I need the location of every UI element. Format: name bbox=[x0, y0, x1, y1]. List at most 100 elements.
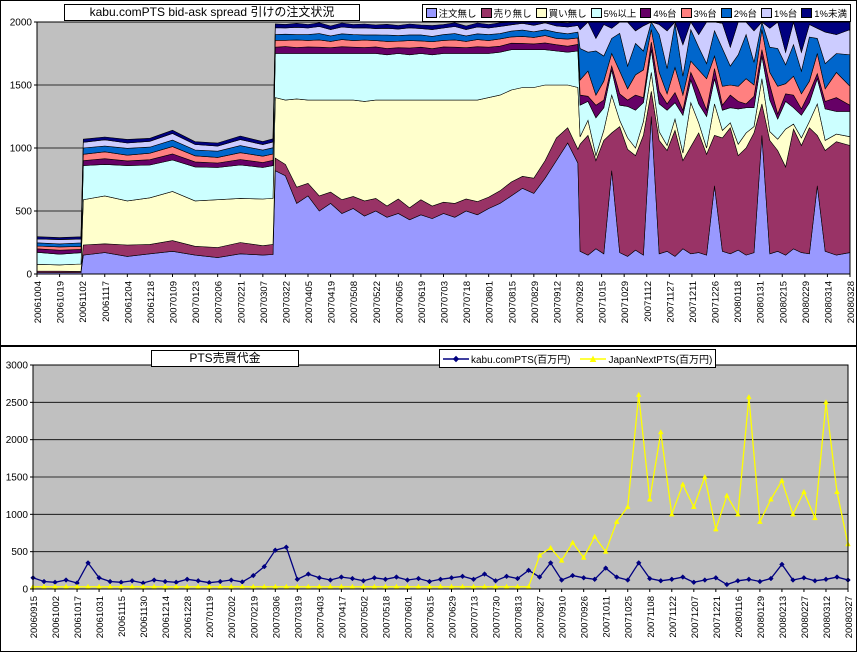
y-tick-label: 1500 bbox=[10, 81, 33, 92]
legend-label: 3%台 bbox=[693, 9, 717, 20]
x-tick-label: 20060915 bbox=[29, 596, 40, 638]
x-tick-label: 20071011 bbox=[602, 596, 613, 638]
x-tick-label: 20071221 bbox=[712, 596, 723, 638]
legend-swatch-icon bbox=[535, 8, 547, 18]
legend-label: 1%未満 bbox=[814, 9, 847, 20]
x-tick-label: 20061102 bbox=[78, 281, 89, 323]
legend-item-5: 3%台 bbox=[680, 6, 717, 20]
x-tick-label: 20071226 bbox=[711, 281, 722, 323]
x-tick-label: 20070123 bbox=[191, 281, 202, 323]
x-tick-label: 20061004 bbox=[33, 281, 44, 323]
x-tick-label: 20070508 bbox=[349, 281, 360, 323]
legend-swatch-icon bbox=[720, 8, 732, 18]
bottom-chart: 20060915 20061002 20061017 20061031 20061115… bbox=[0, 346, 857, 652]
y-tick-label: 500 bbox=[15, 207, 32, 218]
x-tick-label: 20070109 bbox=[169, 281, 180, 323]
legend-item-6: 2%台 bbox=[720, 6, 758, 20]
x-tick-label: 20080327 bbox=[844, 596, 854, 638]
x-tick-label: 20071207 bbox=[690, 596, 701, 638]
x-tick-label: 20071127 bbox=[665, 281, 676, 323]
x-tick-label: 20080328 bbox=[846, 281, 854, 323]
bottom-chart-title: PTS売買代金 bbox=[151, 350, 299, 367]
x-tick-label: 20080229 bbox=[801, 281, 812, 323]
legend-swatch-icon bbox=[680, 8, 692, 18]
x-tick-label: 20070605 bbox=[394, 281, 405, 323]
x-tick-label: 20070815 bbox=[507, 281, 518, 323]
x-tick-label: 20071211 bbox=[688, 281, 699, 323]
legend-label: 売り無し bbox=[493, 9, 532, 20]
x-tick-label: 20070829 bbox=[530, 281, 541, 323]
x-tick-label: 20070319 bbox=[293, 596, 304, 638]
x-tick-label: 20080129 bbox=[756, 596, 767, 638]
legend-label: kabu.comPTS(百万円) bbox=[471, 355, 571, 366]
y-tick-label: 0 bbox=[22, 585, 28, 596]
x-tick-label: 20070403 bbox=[315, 596, 326, 638]
legend-label: 注文無し bbox=[438, 9, 477, 20]
x-tick-label: 20070206 bbox=[214, 281, 225, 323]
x-tick-label: 20071122 bbox=[668, 596, 679, 638]
x-tick-label: 20080213 bbox=[778, 596, 789, 638]
x-tick-label: 20080227 bbox=[800, 596, 811, 638]
y-tick-label: 2500 bbox=[6, 398, 29, 409]
legend-label: 2%台 bbox=[733, 9, 758, 20]
x-tick-label: 20080215 bbox=[778, 281, 789, 323]
x-tick-label: 20071025 bbox=[624, 596, 635, 638]
x-tick-label: 20070221 bbox=[236, 281, 247, 323]
x-tick-label: 20080116 bbox=[734, 596, 745, 638]
legend-item-0: kabu.comPTS(百万円) bbox=[443, 351, 570, 366]
x-tick-label: 20070202 bbox=[227, 596, 238, 638]
legend-label: 1%台 bbox=[774, 9, 798, 20]
legend-line-marker-icon bbox=[443, 355, 469, 362]
x-tick-label: 20070629 bbox=[448, 596, 459, 638]
legend-label: 4%台 bbox=[653, 9, 677, 20]
x-tick-label: 20070502 bbox=[359, 596, 370, 638]
x-tick-label: 20080312 bbox=[822, 596, 833, 638]
x-tick-label: 20070827 bbox=[536, 596, 547, 638]
legend-label: JapanNextPTS(百万円) bbox=[608, 355, 713, 366]
legend-label: 買い無し bbox=[548, 9, 587, 20]
x-tick-label: 20061117 bbox=[101, 281, 112, 322]
x-tick-label: 20070713 bbox=[470, 596, 481, 638]
legend-item-0: 注文無し bbox=[425, 6, 477, 20]
x-tick-label: 20071015 bbox=[598, 281, 609, 323]
legend-swatch-icon bbox=[590, 8, 602, 18]
x-tick-label: 20061031 bbox=[95, 596, 106, 638]
top-chart: 20061004 20061019 20061102 20061117 20061204… bbox=[0, 0, 857, 346]
x-tick-label: 20070518 bbox=[381, 596, 392, 638]
x-tick-label: 20061017 bbox=[73, 596, 84, 638]
x-tick-label: 20070522 bbox=[372, 281, 383, 323]
x-tick-label: 20061130 bbox=[139, 596, 150, 638]
legend-item-3: 5%以上 bbox=[590, 6, 637, 20]
legend-item-4: 4%台 bbox=[640, 6, 677, 20]
x-tick-label: 20070910 bbox=[558, 596, 569, 638]
y-tick-label: 0 bbox=[26, 270, 32, 281]
x-tick-label: 20070912 bbox=[552, 281, 563, 323]
x-tick-label: 20070619 bbox=[417, 281, 428, 323]
x-tick-label: 20070417 bbox=[337, 596, 348, 638]
x-tick-label: 20080131 bbox=[756, 281, 767, 323]
legend-item-7: 1%台 bbox=[761, 6, 797, 20]
x-tick-label: 20070926 bbox=[580, 596, 591, 638]
x-tick-label: 20080118 bbox=[733, 281, 744, 323]
top-chart-plot: 20061004 20061019 20061102 20061117 20061204… bbox=[10, 18, 854, 324]
x-tick-label: 20071108 bbox=[646, 596, 657, 638]
x-tick-label: 20070801 bbox=[485, 281, 496, 323]
y-tick-label: 1500 bbox=[6, 473, 29, 484]
legend-swatch-icon bbox=[801, 8, 813, 18]
x-tick-label: 20070601 bbox=[403, 596, 414, 638]
y-tick-label: 500 bbox=[11, 547, 28, 558]
x-tick-label: 20070307 bbox=[259, 281, 270, 323]
legend-label: 5%以上 bbox=[603, 9, 637, 20]
x-tick-label: 20071029 bbox=[620, 281, 631, 323]
top-chart-title: kabu.comPTS bid-ask spread 引けの注文状況 bbox=[64, 4, 360, 21]
legend-item-2: 買い無し bbox=[535, 6, 587, 20]
y-tick-label: 2000 bbox=[10, 18, 33, 29]
x-tick-label: 20071112 bbox=[643, 281, 654, 322]
x-tick-label: 20061228 bbox=[183, 596, 194, 638]
legend-item-1: JapanNextPTS(百万円) bbox=[580, 351, 712, 366]
x-tick-label: 20080314 bbox=[823, 281, 834, 323]
legend-line-marker-icon bbox=[580, 355, 607, 362]
legend-swatch-icon bbox=[425, 8, 437, 18]
x-tick-label: 20061019 bbox=[56, 281, 67, 323]
bottom-chart-legend: kabu.comPTS(百万円) JapanNextPTS(百万円) bbox=[439, 349, 717, 368]
